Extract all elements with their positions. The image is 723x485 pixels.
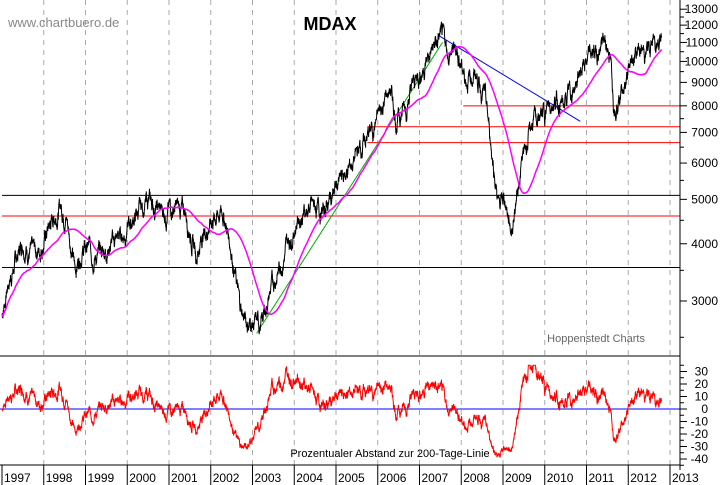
mdax-price-line <box>1 21 663 335</box>
year-label-2009: 2009 <box>505 471 532 485</box>
year-label-2006: 2006 <box>380 471 407 485</box>
chart-title: MDAX <box>304 14 357 34</box>
osc-label-10: 10 <box>695 390 709 404</box>
year-label-2010: 2010 <box>547 471 574 485</box>
y-label-11000: 11000 <box>686 35 719 49</box>
year-label-1999: 1999 <box>88 471 115 485</box>
osc-label--20: -20 <box>691 427 709 441</box>
y-label-9000: 9000 <box>691 75 718 89</box>
source-label: Hoppenstedt Charts <box>547 333 645 345</box>
year-label-2012: 2012 <box>630 471 657 485</box>
y-label-5000: 5000 <box>691 192 718 206</box>
year-label-2002: 2002 <box>213 471 240 485</box>
y-label-12000: 12000 <box>685 18 719 32</box>
y-label-10000: 10000 <box>685 54 719 68</box>
year-label-2003: 2003 <box>255 471 282 485</box>
watermark: www.chartbuero.de <box>7 15 119 30</box>
y-label-8000: 8000 <box>691 99 718 113</box>
year-label-2004: 2004 <box>296 471 323 485</box>
y-label-13000: 13000 <box>685 2 719 16</box>
year-label-1998: 1998 <box>46 471 73 485</box>
oscillator-line <box>1 364 663 458</box>
osc-label--30: -30 <box>691 440 709 454</box>
oscillator-label: Prozentualer Abstand zur 200-Tage-Linie <box>290 448 489 460</box>
osc-label-20: 20 <box>695 377 709 391</box>
year-label-2000: 2000 <box>129 471 156 485</box>
y-label-3000: 3000 <box>691 294 718 308</box>
y-label-4000: 4000 <box>691 237 718 251</box>
osc-label--10: -10 <box>691 415 709 429</box>
moving-average-200-line <box>1 45 663 318</box>
year-label-2007: 2007 <box>422 471 449 485</box>
year-label-2008: 2008 <box>463 471 490 485</box>
y-label-7000: 7000 <box>691 125 718 139</box>
year-label-2005: 2005 <box>338 471 365 485</box>
y-label-6000: 6000 <box>691 156 718 170</box>
year-label-2011: 2011 <box>589 471 615 485</box>
year-label-2013: 2013 <box>672 471 699 485</box>
year-label-1997: 1997 <box>4 471 31 485</box>
downtrend-line <box>438 34 581 122</box>
year-label-2001: 2001 <box>171 471 198 485</box>
osc-label-30: 30 <box>695 365 709 379</box>
osc-label-0: 0 <box>701 402 708 416</box>
osc-label--40: -40 <box>691 452 709 466</box>
